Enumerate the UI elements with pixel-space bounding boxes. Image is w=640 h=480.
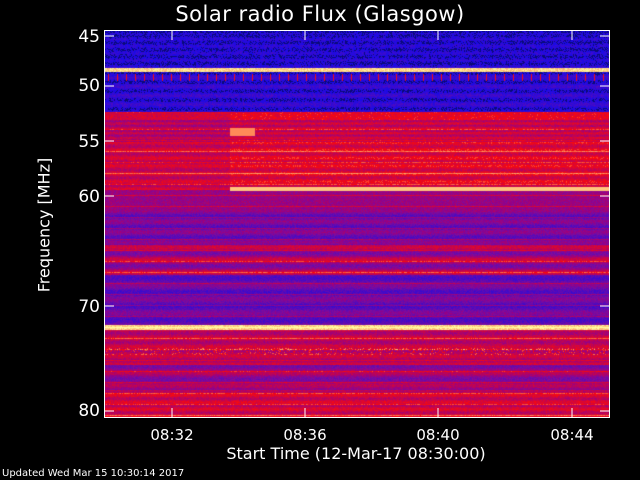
y-tick-label: 60 [78,187,100,207]
y-axis-label: Frequency [MHz] [34,157,54,293]
x-tick-label: 08:40 [416,426,460,444]
updated-timestamp: Updated Wed Mar 15 10:30:14 2017 [2,468,185,479]
y-tick-label: 45 [78,27,100,47]
spectrogram-heatmap [104,30,610,418]
y-tick-label: 55 [78,132,100,152]
x-tick-label: 08:36 [283,426,327,444]
x-tick-label: 08:32 [150,426,194,444]
plot-border [104,30,610,418]
spectrogram-plot [104,30,610,418]
y-tick-label: 80 [78,401,100,421]
plot-frame [104,30,610,418]
x-axis-label: Start Time (12-Mar-17 08:30:00) [226,444,486,463]
y-tick-label: 50 [78,76,100,96]
x-tick-label: 08:44 [550,426,594,444]
y-tick-label: 70 [78,297,100,317]
chart-title: Solar radio Flux (Glasgow) [175,2,465,26]
